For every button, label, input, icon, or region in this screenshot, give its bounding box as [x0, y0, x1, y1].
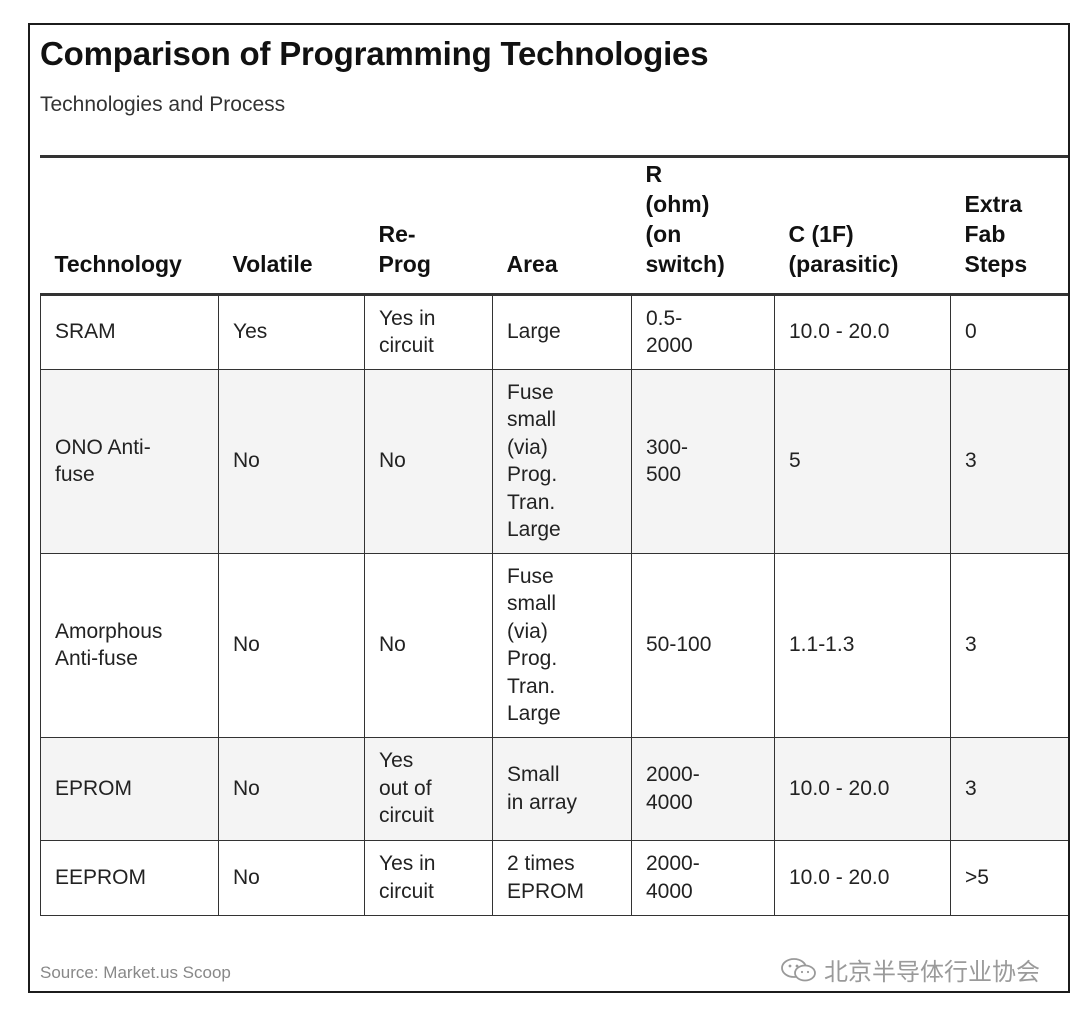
cell-resistance: 2000- 4000: [631, 736, 775, 841]
table-row: Amorphous Anti-fuse No No Fuse small (via) P…: [40, 552, 1068, 738]
cell-resistance: 0.5- 2000: [631, 293, 775, 370]
cell-technology: ONO Anti-fuse: [40, 368, 219, 554]
cell-reprog: Yes out of circuit: [364, 736, 493, 841]
page-title: Comparison of Programming Technologies: [40, 35, 709, 72]
watermark-text: 北京半导体行业协会: [824, 959, 1040, 986]
header-area: Area: [492, 158, 632, 296]
table-row: EPROM No Yes out of circuit Small in array …: [40, 736, 1068, 841]
table-card: Comparison of Programming Technologies T…: [28, 23, 1070, 993]
cell-capacitance: 5: [774, 368, 951, 554]
cell-volatile: No: [218, 368, 365, 554]
cell-volatile: No: [218, 552, 365, 738]
cell-capacitance: 10.0 - 20.0: [774, 839, 951, 916]
cell-reprog: Yes in circuit: [364, 839, 493, 916]
cell-area: Large: [492, 293, 632, 370]
table-header-row: Technology Volatile Re- Prog Area R (ohm)(…: [40, 158, 1068, 296]
header-technology: Technology: [40, 158, 219, 296]
cell-capacitance: 1.1-1.3: [774, 552, 951, 738]
watermark: 北京半导体行业协会: [780, 952, 1040, 987]
cell-extra-fab-steps: 3: [950, 552, 1068, 738]
cell-volatile: No: [218, 736, 365, 841]
cell-reprog: Yes in circuit: [364, 293, 493, 370]
wechat-icon: [781, 957, 816, 981]
cell-extra-fab-steps: 3: [950, 368, 1068, 554]
cell-capacitance: 10.0 - 20.0: [774, 736, 951, 841]
cell-reprog: No: [364, 552, 493, 738]
cell-resistance: 300- 500: [631, 368, 775, 554]
cell-technology: Amorphous Anti-fuse: [40, 552, 219, 738]
table-row: EEPROM No Yes in circuit 2 times EPROM 200…: [40, 839, 1068, 916]
table-row: ONO Anti-fuse No No Fuse small (via) Prog. T…: [40, 368, 1068, 554]
header-volatile: Volatile: [218, 158, 365, 296]
header-resistance: R (ohm) (on switch): [631, 158, 775, 296]
header-rule: [40, 155, 1068, 158]
cell-area: Small in array: [492, 736, 632, 841]
cell-volatile: No: [218, 839, 365, 916]
page-subtitle: Technologies and Process: [40, 93, 286, 116]
cell-technology: EEPROM: [40, 839, 219, 916]
cell-area: Fuse small (via) Prog. Tran. Large: [492, 552, 632, 738]
comparison-table: Technology Volatile Re- Prog Area R (ohm)(…: [40, 158, 1068, 916]
cell-extra-fab-steps: 3: [950, 736, 1068, 841]
header-capacitance: C (1F) (parasitic): [774, 158, 951, 296]
cell-technology: SRAM: [40, 293, 219, 370]
source-note: Source: Market.us Scoop: [40, 963, 231, 982]
header-reprog: Re- Prog: [364, 158, 493, 296]
cell-resistance: 2000- 4000: [631, 839, 775, 916]
cell-technology: EPROM: [40, 736, 219, 841]
cell-area: 2 times EPROM: [492, 839, 632, 916]
cell-extra-fab-steps: 0: [950, 293, 1068, 370]
table-row: SRAM Yes Yes in circuit Large 0.5- 2000 10…: [40, 293, 1068, 370]
cell-extra-fab-steps: >5: [950, 839, 1068, 916]
cell-volatile: Yes: [218, 293, 365, 370]
header-extra-fab-steps: Extra Fab Steps: [950, 158, 1068, 296]
cell-reprog: No: [364, 368, 493, 554]
cell-capacitance: 10.0 - 20.0: [774, 293, 951, 370]
cell-area: Fuse small (via) Prog. Tran. Large: [492, 368, 632, 554]
cell-resistance: 50-100: [631, 552, 775, 738]
